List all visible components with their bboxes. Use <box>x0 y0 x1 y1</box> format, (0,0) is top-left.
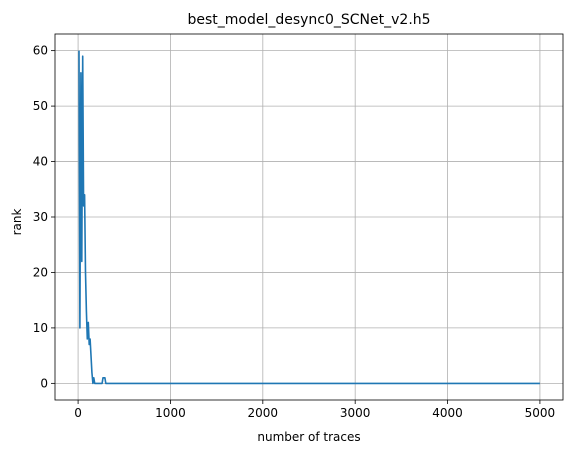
x-tick-label: 3000 <box>340 406 371 420</box>
x-tick-label: 0 <box>74 406 82 420</box>
y-tick-label: 50 <box>33 99 48 113</box>
y-tick-label: 30 <box>33 210 48 224</box>
y-tick-label: 10 <box>33 321 48 335</box>
x-tick-label: 4000 <box>432 406 463 420</box>
grid-lines <box>55 34 563 400</box>
y-axis-ticks: 0 10 20 30 40 50 60 <box>33 44 55 391</box>
x-axis-label: number of traces <box>257 430 360 444</box>
x-axis-ticks: 0 1000 2000 3000 4000 5000 <box>74 400 555 420</box>
chart-title: best_model_desync0_SCNet_v2.h5 <box>187 12 430 28</box>
x-tick-label: 1000 <box>155 406 186 420</box>
y-tick-label: 0 <box>40 376 48 390</box>
y-tick-label: 20 <box>33 265 48 279</box>
x-tick-label: 5000 <box>525 406 556 420</box>
x-tick-label: 2000 <box>248 406 279 420</box>
y-tick-label: 60 <box>33 44 48 58</box>
y-axis-label: rank <box>10 209 24 236</box>
y-tick-label: 40 <box>33 155 48 169</box>
